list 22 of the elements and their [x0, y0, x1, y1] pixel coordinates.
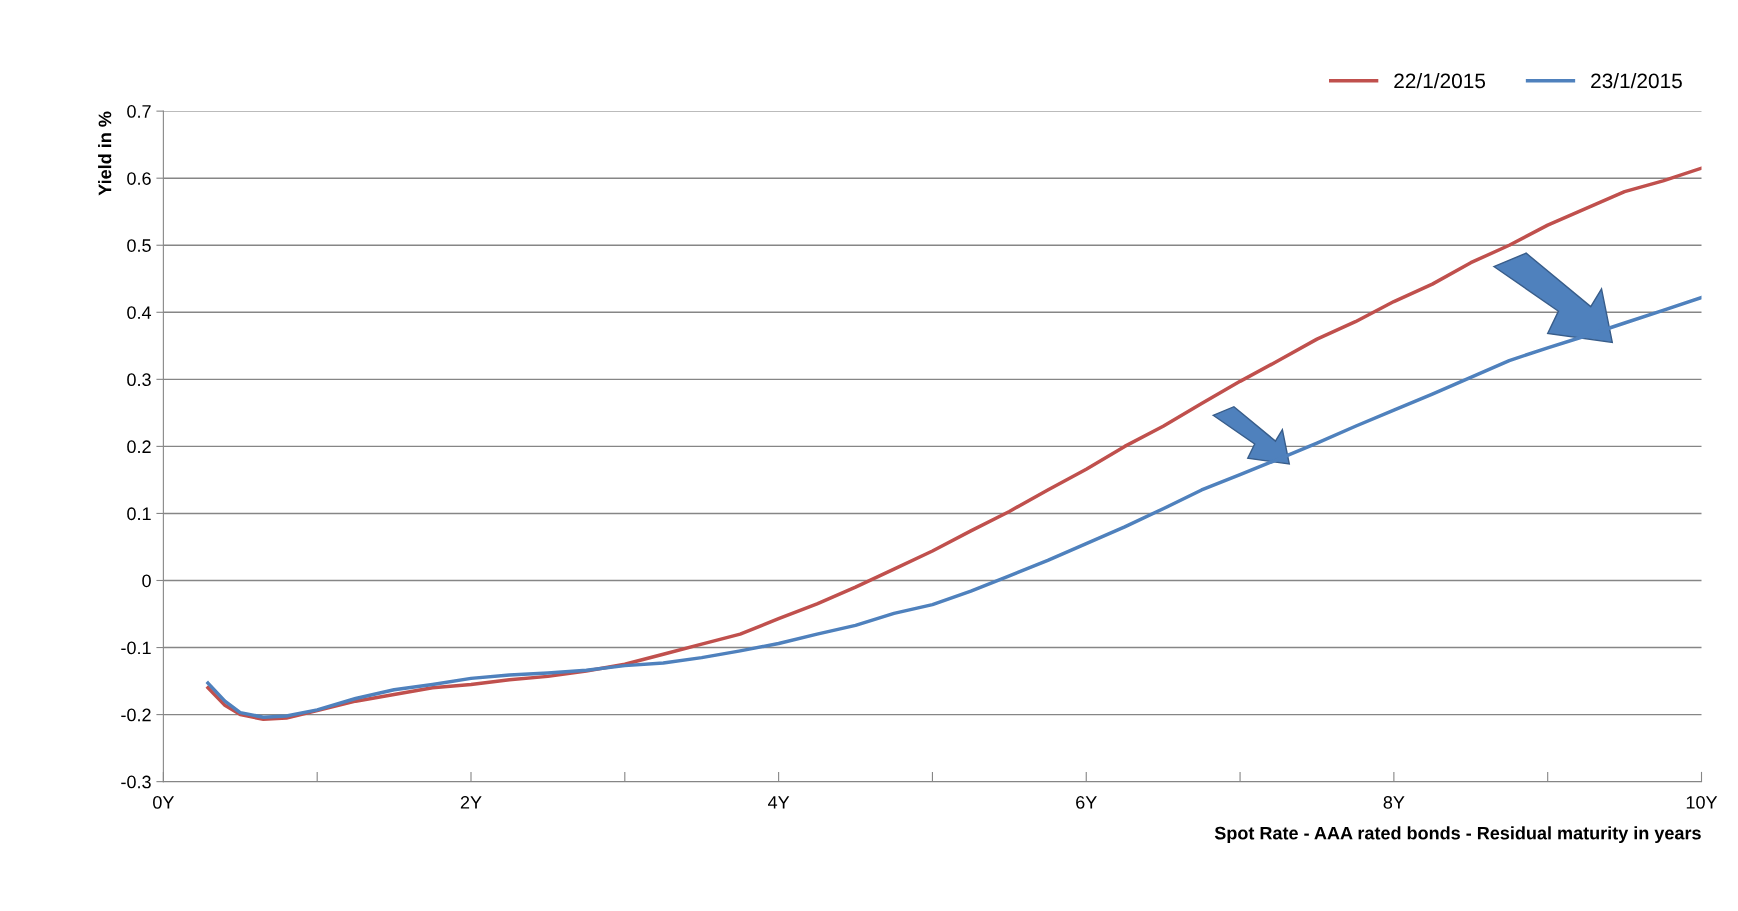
x-tick-label: 8Y: [1383, 796, 1405, 809]
x-tick-label: 4Y: [768, 796, 790, 809]
y-tick-label: -0.1: [121, 641, 151, 655]
legend-label: 22/1/2015: [1394, 72, 1486, 89]
line-series: [206, 166, 1702, 722]
y-tick-label: -0.2: [121, 708, 151, 722]
y-tick-label: 0.5: [127, 239, 151, 252]
x-tick-label: 6Y: [1076, 796, 1097, 809]
x-tick-label: 10Y: [1686, 796, 1718, 809]
y-tick-label: 0.6: [127, 172, 151, 185]
y-tick-label: -0.3: [121, 775, 151, 789]
legend-label: 23/1/2015: [1591, 72, 1682, 89]
y-tick-label: 0.3: [127, 373, 151, 387]
y-tick-label: 0.4: [127, 306, 152, 320]
y-tick-label: 0.1: [127, 507, 151, 521]
x-tick-label: 2Y: [460, 796, 482, 809]
x-axis-title: Spot Rate - AAA rated bonds - Residual maturity in years: [1214, 826, 1701, 844]
y-tick-label: 0: [142, 574, 151, 588]
y-tick-label: 0.2: [127, 440, 151, 454]
y-tick-label: 0.7: [127, 105, 151, 118]
x-tick-label: 0Y: [153, 796, 175, 809]
y-axis-title: Yield in %: [98, 111, 112, 196]
